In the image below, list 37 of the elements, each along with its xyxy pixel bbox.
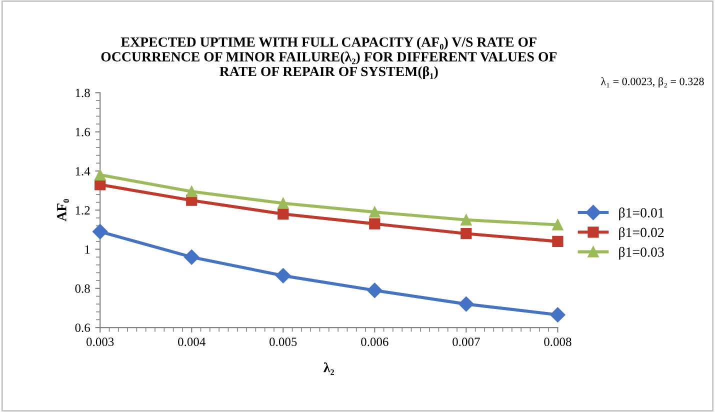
x-tick-label: 0.003 bbox=[86, 338, 114, 346]
legend-label: β1=0.01 bbox=[619, 208, 664, 220]
point bbox=[94, 169, 106, 180]
x-axis-title: λ₂ bbox=[324, 362, 334, 375]
point bbox=[369, 206, 380, 218]
y-axis-title: AF₀ bbox=[57, 199, 70, 222]
point bbox=[552, 236, 564, 247]
legend-label: β1=0.02 bbox=[619, 227, 664, 240]
chart-title: EXPECTED UPTIME WITH FULL CAPACITY (AF₀) V/S RATE OF OCCURRENCE OF MINOR FAILURE(λ₂) FOR DIFFERENT VALUES OF RATE OF REPAIR OF SYSTEM(β₁) bbox=[101, 37, 557, 79]
point bbox=[94, 179, 106, 190]
y-tick-label: 0.8 bbox=[75, 284, 90, 293]
point bbox=[369, 218, 380, 230]
point bbox=[92, 224, 108, 240]
point bbox=[552, 219, 564, 230]
point bbox=[278, 198, 289, 209]
x-tick-label: 0.007 bbox=[452, 338, 480, 346]
x-tick-label: 0.004 bbox=[178, 338, 206, 346]
y-tick-label: 1.6 bbox=[76, 128, 90, 136]
point bbox=[276, 268, 291, 284]
point bbox=[550, 307, 566, 322]
text: λ₁ = 0.0023, β₂ = 0.328 bbox=[601, 77, 704, 88]
y-tick-label: 1 bbox=[85, 245, 90, 254]
x-tick-label: 0.005 bbox=[270, 338, 297, 346]
y-tick-label: 0.6 bbox=[75, 324, 90, 332]
x-tick-label: 0.008 bbox=[544, 338, 572, 346]
y-tick-label: 1.8 bbox=[76, 88, 90, 98]
point bbox=[184, 250, 200, 265]
point bbox=[460, 214, 472, 226]
point bbox=[367, 282, 382, 298]
legend-label: β1=0.03 bbox=[619, 246, 664, 260]
point bbox=[458, 296, 474, 312]
y-tick-label: 1.2 bbox=[76, 206, 90, 215]
point bbox=[278, 208, 289, 220]
y-tick-label: 1.4 bbox=[76, 167, 90, 176]
x-tick-label: 0.006 bbox=[361, 338, 388, 346]
point bbox=[186, 186, 198, 198]
point bbox=[460, 228, 472, 240]
